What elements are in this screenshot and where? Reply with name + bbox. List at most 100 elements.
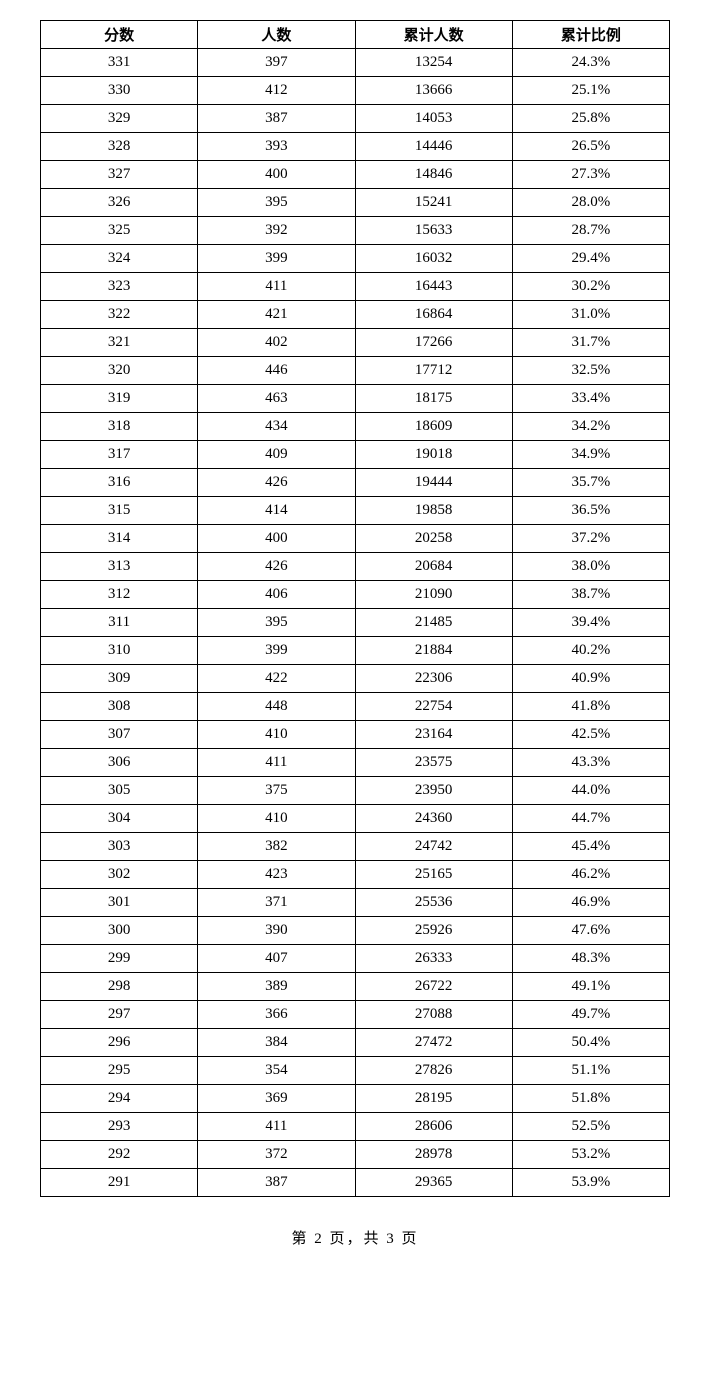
table-cell: 19858 xyxy=(355,497,512,525)
table-row: 2934112860652.5% xyxy=(41,1113,670,1141)
table-cell: 28195 xyxy=(355,1085,512,1113)
table-row: 3033822474245.4% xyxy=(41,833,670,861)
table-row: 3243991603229.4% xyxy=(41,245,670,273)
table-cell: 26.5% xyxy=(512,133,669,161)
header-row: 分数 人数 累计人数 累计比例 xyxy=(41,21,670,49)
table-cell: 310 xyxy=(41,637,198,665)
table-cell: 46.2% xyxy=(512,861,669,889)
table-cell: 371 xyxy=(198,889,355,917)
table-row: 3064112357543.3% xyxy=(41,749,670,777)
table-cell: 322 xyxy=(41,301,198,329)
table-cell: 426 xyxy=(198,469,355,497)
table-row: 2943692819551.8% xyxy=(41,1085,670,1113)
table-cell: 25926 xyxy=(355,917,512,945)
table-row: 3224211686431.0% xyxy=(41,301,670,329)
table-cell: 27826 xyxy=(355,1057,512,1085)
page-footer: 第 2 页，共 3 页 xyxy=(40,1197,670,1248)
table-row: 3293871405325.8% xyxy=(41,105,670,133)
table-cell: 321 xyxy=(41,329,198,357)
table-cell: 422 xyxy=(198,665,355,693)
table-cell: 44.0% xyxy=(512,777,669,805)
table-cell: 49.7% xyxy=(512,1001,669,1029)
table-row: 3144002025837.2% xyxy=(41,525,670,553)
table-cell: 412 xyxy=(198,77,355,105)
table-cell: 51.8% xyxy=(512,1085,669,1113)
table-cell: 293 xyxy=(41,1113,198,1141)
table-cell: 28.7% xyxy=(512,217,669,245)
table-cell: 393 xyxy=(198,133,355,161)
table-cell: 409 xyxy=(198,441,355,469)
table-cell: 26722 xyxy=(355,973,512,1001)
table-cell: 47.6% xyxy=(512,917,669,945)
table-cell: 15241 xyxy=(355,189,512,217)
col-count: 人数 xyxy=(198,21,355,49)
table-cell: 39.4% xyxy=(512,609,669,637)
table-cell: 463 xyxy=(198,385,355,413)
table-cell: 37.2% xyxy=(512,525,669,553)
table-row: 2913872936553.9% xyxy=(41,1169,670,1197)
table-cell: 16032 xyxy=(355,245,512,273)
table-cell: 410 xyxy=(198,805,355,833)
table-cell: 24360 xyxy=(355,805,512,833)
table-cell: 387 xyxy=(198,105,355,133)
table-cell: 411 xyxy=(198,749,355,777)
table-cell: 329 xyxy=(41,105,198,133)
table-row: 2983892672249.1% xyxy=(41,973,670,1001)
table-cell: 324 xyxy=(41,245,198,273)
table-cell: 411 xyxy=(198,273,355,301)
col-cumulative-count: 累计人数 xyxy=(355,21,512,49)
table-cell: 33.4% xyxy=(512,385,669,413)
table-cell: 16864 xyxy=(355,301,512,329)
table-cell: 314 xyxy=(41,525,198,553)
table-row: 3234111644330.2% xyxy=(41,273,670,301)
table-cell: 306 xyxy=(41,749,198,777)
table-cell: 318 xyxy=(41,413,198,441)
table-cell: 392 xyxy=(198,217,355,245)
table-row: 3074102316442.5% xyxy=(41,721,670,749)
table-cell: 302 xyxy=(41,861,198,889)
table-cell: 411 xyxy=(198,1113,355,1141)
table-cell: 34.2% xyxy=(512,413,669,441)
table-cell: 27.3% xyxy=(512,161,669,189)
table-cell: 397 xyxy=(198,49,355,77)
table-row: 3214021726631.7% xyxy=(41,329,670,357)
table-cell: 402 xyxy=(198,329,355,357)
table-cell: 51.1% xyxy=(512,1057,669,1085)
table-cell: 390 xyxy=(198,917,355,945)
table-cell: 24742 xyxy=(355,833,512,861)
table-cell: 48.3% xyxy=(512,945,669,973)
table-cell: 325 xyxy=(41,217,198,245)
table-row: 3174091901834.9% xyxy=(41,441,670,469)
table-cell: 13666 xyxy=(355,77,512,105)
table-cell: 372 xyxy=(198,1141,355,1169)
table-cell: 28.0% xyxy=(512,189,669,217)
table-cell: 45.4% xyxy=(512,833,669,861)
table-cell: 305 xyxy=(41,777,198,805)
table-cell: 20684 xyxy=(355,553,512,581)
table-cell: 292 xyxy=(41,1141,198,1169)
table-cell: 309 xyxy=(41,665,198,693)
table-cell: 407 xyxy=(198,945,355,973)
table-cell: 303 xyxy=(41,833,198,861)
table-cell: 27088 xyxy=(355,1001,512,1029)
table-row: 3053752395044.0% xyxy=(41,777,670,805)
table-cell: 20258 xyxy=(355,525,512,553)
table-cell: 296 xyxy=(41,1029,198,1057)
table-cell: 446 xyxy=(198,357,355,385)
col-cumulative-ratio: 累计比例 xyxy=(512,21,669,49)
table-row: 3094222230640.9% xyxy=(41,665,670,693)
table-cell: 44.7% xyxy=(512,805,669,833)
table-cell: 15633 xyxy=(355,217,512,245)
score-table: 分数 人数 累计人数 累计比例 3313971325424.3%33041213… xyxy=(40,20,670,1197)
table-cell: 369 xyxy=(198,1085,355,1113)
table-cell: 299 xyxy=(41,945,198,973)
table-cell: 317 xyxy=(41,441,198,469)
table-row: 3184341860934.2% xyxy=(41,413,670,441)
table-row: 3134262068438.0% xyxy=(41,553,670,581)
table-cell: 298 xyxy=(41,973,198,1001)
table-cell: 387 xyxy=(198,1169,355,1197)
table-cell: 423 xyxy=(198,861,355,889)
table-cell: 319 xyxy=(41,385,198,413)
table-row: 3124062109038.7% xyxy=(41,581,670,609)
table-cell: 304 xyxy=(41,805,198,833)
